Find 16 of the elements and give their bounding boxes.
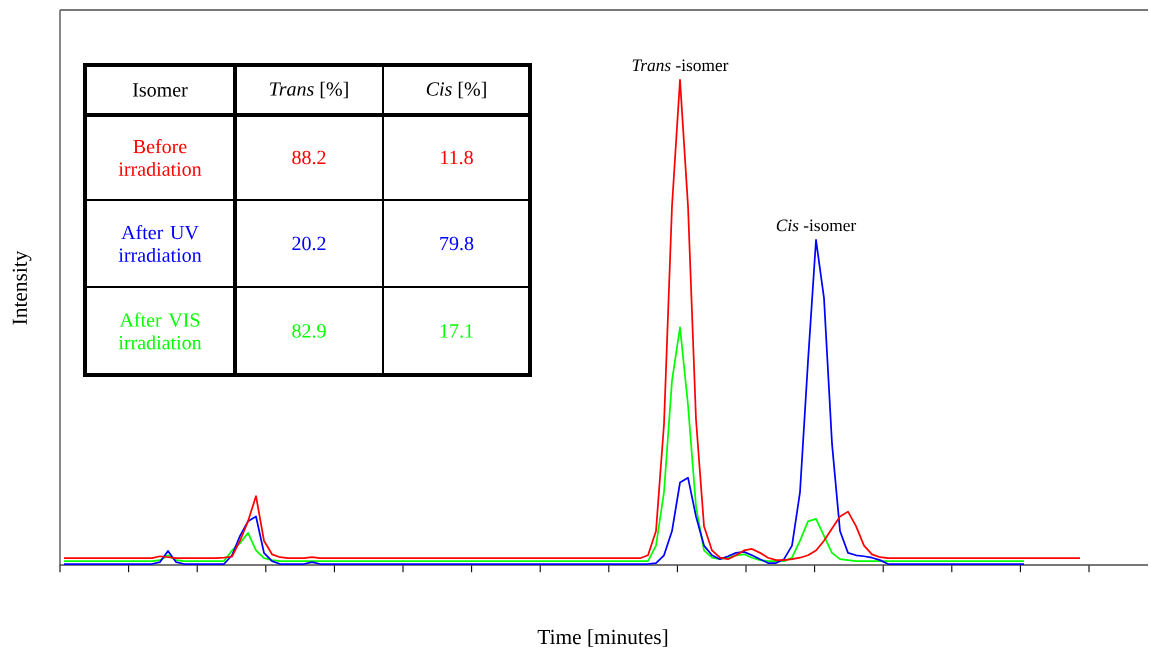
annotation: 11.8	[441, 150, 473, 165]
text: After VIS irradiation	[118, 312, 202, 350]
annotation: Cis [%]	[426, 81, 486, 99]
text: After UV irradiation	[118, 225, 202, 262]
x-axis-title: Time [minutes]	[537, 629, 668, 647]
annotation: 17.1	[440, 324, 473, 338]
text: Trans -isomer	[632, 59, 729, 72]
text: Before irradiation	[118, 139, 202, 176]
y-axis-title: Intensity	[12, 250, 32, 325]
annotation: 79.8	[440, 236, 474, 251]
annotation: 88.2	[292, 150, 326, 165]
annotation: Cis -isomer	[776, 219, 857, 232]
annotation: 82.9	[292, 324, 326, 338]
annotation: Trans [%]	[270, 81, 348, 99]
annotation: 20.2	[292, 236, 326, 251]
annotation: Isomer	[132, 83, 188, 97]
